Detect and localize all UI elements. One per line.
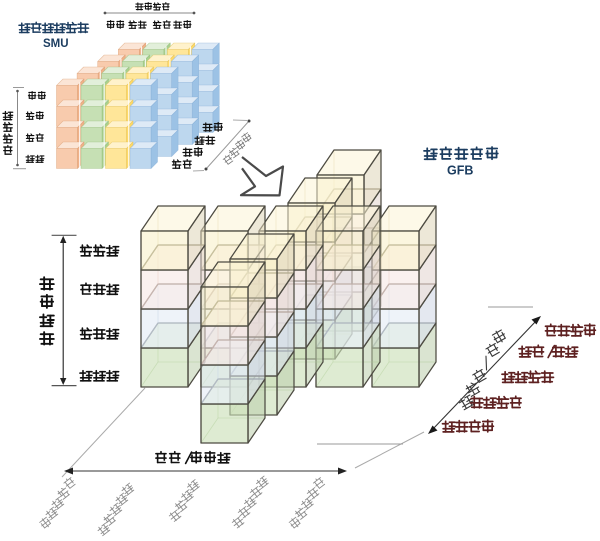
svg-text:SMU: SMU	[43, 38, 69, 50]
svg-text:GFB: GFB	[447, 164, 473, 178]
